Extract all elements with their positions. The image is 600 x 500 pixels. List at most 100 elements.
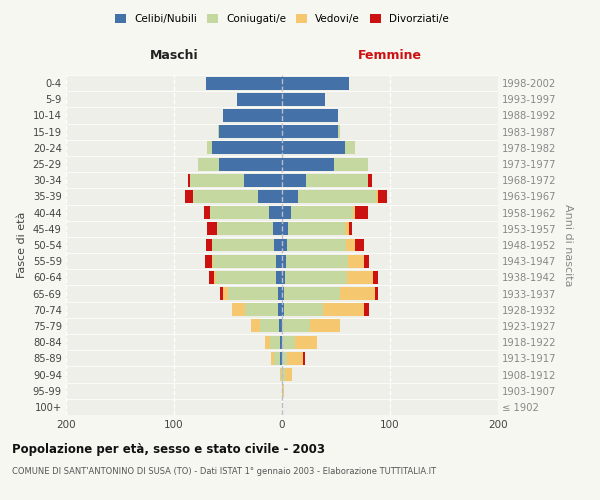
Bar	[208, 222, 217, 235]
Bar	[282, 190, 298, 203]
Bar	[281, 368, 282, 381]
Bar	[220, 158, 282, 170]
Bar	[368, 174, 371, 186]
Bar	[282, 271, 285, 284]
Bar	[346, 238, 355, 252]
Bar	[214, 271, 216, 284]
Bar	[274, 238, 282, 252]
Bar	[348, 254, 364, 268]
Bar	[344, 142, 355, 154]
Bar	[251, 320, 260, 332]
Bar	[282, 336, 295, 348]
Bar	[282, 174, 306, 186]
Bar	[198, 158, 220, 170]
Bar	[212, 254, 213, 268]
Bar	[279, 320, 282, 332]
Bar	[216, 271, 275, 284]
Bar	[344, 222, 349, 235]
Bar	[284, 304, 323, 316]
Bar	[274, 352, 280, 365]
Bar	[340, 287, 375, 300]
Bar	[218, 125, 220, 138]
Bar	[298, 190, 376, 203]
Bar	[212, 142, 282, 154]
Bar	[193, 190, 258, 203]
Y-axis label: Fasce di età: Fasce di età	[17, 212, 27, 278]
Bar	[376, 190, 378, 203]
Bar	[260, 320, 279, 332]
Bar	[220, 287, 223, 300]
Bar	[282, 125, 338, 138]
Bar	[287, 352, 302, 365]
Bar	[274, 222, 282, 235]
Bar	[212, 238, 274, 252]
Bar	[270, 336, 280, 348]
Bar	[204, 206, 209, 219]
Bar	[364, 254, 370, 268]
Bar	[280, 336, 282, 348]
Y-axis label: Anni di nascita: Anni di nascita	[563, 204, 574, 286]
Bar	[280, 352, 282, 365]
Bar	[287, 238, 346, 252]
Bar	[378, 190, 387, 203]
Bar	[373, 271, 378, 284]
Bar	[236, 93, 282, 106]
Bar	[310, 320, 340, 332]
Bar	[282, 352, 287, 365]
Bar	[282, 222, 289, 235]
Bar	[349, 222, 352, 235]
Bar	[302, 352, 305, 365]
Bar	[208, 142, 212, 154]
Bar	[258, 190, 282, 203]
Bar	[364, 304, 370, 316]
Bar	[282, 109, 338, 122]
Bar	[323, 304, 364, 316]
Bar	[213, 254, 275, 268]
Bar	[306, 174, 368, 186]
Bar	[245, 304, 278, 316]
Bar	[282, 320, 310, 332]
Bar	[206, 76, 282, 90]
Bar	[282, 368, 285, 381]
Bar	[271, 352, 274, 365]
Bar	[275, 271, 282, 284]
Bar	[282, 142, 344, 154]
Bar	[282, 384, 283, 397]
Bar	[283, 384, 284, 397]
Text: Popolazione per età, sesso e stato civile - 2003: Popolazione per età, sesso e stato civil…	[12, 442, 325, 456]
Bar	[265, 336, 270, 348]
Bar	[347, 271, 373, 284]
Bar	[295, 336, 317, 348]
Bar	[190, 174, 244, 186]
Bar	[275, 254, 282, 268]
Text: Femmine: Femmine	[358, 50, 422, 62]
Bar	[285, 271, 347, 284]
Text: COMUNE DI SANT'ANTONINO DI SUSA (TO) - Dati ISTAT 1° gennaio 2003 - Elaborazione: COMUNE DI SANT'ANTONINO DI SUSA (TO) - D…	[12, 468, 436, 476]
Bar	[269, 206, 282, 219]
Bar	[232, 304, 245, 316]
Bar	[278, 304, 282, 316]
Bar	[282, 93, 325, 106]
Bar	[185, 190, 193, 203]
Bar	[228, 287, 278, 300]
Bar	[206, 238, 212, 252]
Bar	[244, 174, 282, 186]
Bar	[209, 271, 214, 284]
Bar	[282, 287, 284, 300]
Bar	[282, 238, 287, 252]
Bar	[223, 109, 282, 122]
Bar	[353, 206, 355, 219]
Bar	[223, 287, 228, 300]
Bar	[282, 206, 290, 219]
Bar	[355, 238, 364, 252]
Bar	[375, 287, 378, 300]
Bar	[205, 254, 212, 268]
Bar	[282, 158, 334, 170]
Bar	[284, 287, 340, 300]
Bar	[282, 304, 284, 316]
Bar	[280, 368, 281, 381]
Bar	[355, 206, 368, 219]
Bar	[188, 174, 190, 186]
Bar	[290, 206, 353, 219]
Bar	[338, 125, 340, 138]
